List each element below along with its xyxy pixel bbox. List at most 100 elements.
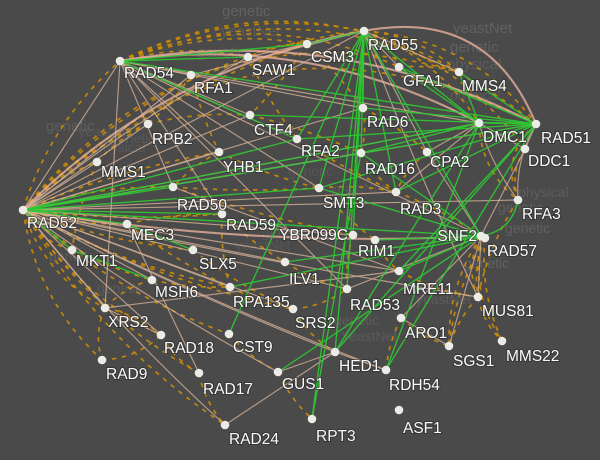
node-label-RAD51[interactable]: RAD51 (540, 129, 592, 148)
node-label-SAW1[interactable]: SAW1 (251, 61, 296, 80)
node-label-MUS81[interactable]: MUS81 (481, 302, 535, 321)
node-label-DDC1[interactable]: DDC1 (527, 152, 571, 171)
node-label-RAD17[interactable]: RAD17 (202, 380, 254, 399)
node-MEC3[interactable] (122, 219, 132, 229)
node-label-CPA2[interactable]: CPA2 (429, 153, 470, 172)
node-label-RAD59[interactable]: RAD59 (225, 216, 277, 235)
node-label-RAD50[interactable]: RAD50 (176, 196, 228, 215)
node-label-SMT3[interactable]: SMT3 (322, 194, 365, 213)
node-MMS4[interactable] (454, 67, 464, 77)
node-CTF4[interactable] (245, 110, 255, 120)
node-label-RAD53[interactable]: RAD53 (349, 296, 401, 315)
node-ILV1[interactable] (280, 257, 290, 267)
node-SRS2[interactable] (288, 304, 298, 314)
node-label-ARO1[interactable]: ARO1 (404, 324, 448, 343)
node-label-RIM1[interactable]: RIM1 (357, 242, 396, 261)
node-label-RAD9[interactable]: RAD9 (105, 365, 148, 384)
node-DMC1[interactable] (474, 118, 484, 128)
node-RPT3[interactable] (307, 414, 317, 424)
node-label-MKT1[interactable]: MKT1 (75, 252, 118, 271)
node-label-RAD16[interactable]: RAD16 (364, 160, 416, 179)
node-label-RAD24[interactable]: RAD24 (228, 430, 280, 449)
node-RAD51[interactable] (531, 119, 541, 129)
node-label-RPB2[interactable]: RPB2 (151, 130, 194, 149)
node-label-MMS1[interactable]: MMS1 (100, 163, 147, 182)
node-label-MMS22[interactable]: MMS22 (505, 347, 560, 366)
node-label-RFA2[interactable]: RFA2 (300, 142, 341, 161)
node-MMS22[interactable] (497, 336, 507, 346)
node-label-YHB1[interactable]: YHB1 (222, 158, 265, 177)
node-MKT1[interactable] (67, 245, 77, 255)
node-label-CST9[interactable]: CST9 (232, 338, 274, 357)
node-RAD54[interactable] (115, 56, 125, 66)
node-label-DMC1[interactable]: DMC1 (482, 128, 528, 147)
node-RPB2[interactable] (143, 119, 153, 129)
node-MUS81[interactable] (473, 292, 483, 302)
node-RIM1[interactable] (370, 235, 380, 245)
node-RFA3[interactable] (513, 195, 523, 205)
node-RAD3[interactable] (391, 187, 401, 197)
node-label-RDH54[interactable]: RDH54 (388, 376, 441, 395)
node-RAD59[interactable] (217, 209, 227, 219)
node-MMS1[interactable] (92, 157, 102, 167)
node-MSH6[interactable] (147, 275, 157, 285)
node-HED1[interactable] (330, 347, 340, 357)
node-XRS2[interactable] (100, 303, 110, 313)
node-label-MRE11[interactable]: MRE11 (402, 280, 455, 299)
node-ASF1[interactable] (394, 405, 404, 415)
node-CSM3[interactable] (302, 39, 312, 49)
node-RAD16[interactable] (356, 148, 366, 158)
node-SGS1[interactable] (444, 341, 454, 351)
node-RAD55[interactable] (359, 26, 369, 36)
node-label-MMS4[interactable]: MMS4 (461, 77, 508, 96)
node-GFA1[interactable] (394, 62, 404, 72)
node-label-RAD57[interactable]: RAD57 (486, 242, 538, 261)
node-label-RAD18[interactable]: RAD18 (163, 339, 215, 358)
node-RPA135[interactable] (225, 282, 235, 292)
node-RAD17[interactable] (194, 368, 204, 378)
node-RAD18[interactable] (156, 330, 166, 340)
node-label-RAD3[interactable]: RAD3 (399, 200, 442, 219)
node-label-HED1[interactable]: HED1 (338, 357, 381, 376)
node-label-GFA1[interactable]: GFA1 (402, 72, 444, 91)
node-RDH54[interactable] (381, 365, 391, 375)
node-label-RAD6[interactable]: RAD6 (366, 113, 409, 132)
node-label-CTF4[interactable]: CTF4 (253, 121, 294, 140)
node-RAD52[interactable] (18, 205, 28, 215)
node-label-RAD54[interactable]: RAD54 (123, 64, 175, 83)
node-RAD6[interactable] (358, 103, 368, 113)
node-label-SGS1[interactable]: SGS1 (452, 352, 495, 371)
node-label-RFA1[interactable]: RFA1 (193, 79, 234, 98)
node-label-XRS2[interactable]: XRS2 (107, 313, 150, 332)
node-label-RPA135[interactable]: RPA135 (232, 293, 291, 312)
node-label-RAD55[interactable]: RAD55 (367, 36, 419, 55)
node-RAD50[interactable] (168, 182, 178, 192)
node-label-CSM3[interactable]: CSM3 (310, 48, 355, 67)
node-DDC1[interactable] (520, 144, 530, 154)
node-SMT3[interactable] (314, 183, 324, 193)
node-CST9[interactable] (224, 329, 234, 339)
node-label-RFA3[interactable]: RFA3 (521, 205, 562, 224)
node-label-SNF2[interactable]: SNF2 (436, 227, 478, 246)
node-RAD57[interactable] (480, 233, 490, 243)
node-label-MSH6[interactable]: MSH6 (154, 283, 199, 302)
node-RFA1[interactable] (186, 70, 196, 80)
node-label-SLX5[interactable]: SLX5 (198, 255, 238, 274)
node-CPA2[interactable] (422, 147, 432, 157)
node-ARO1[interactable] (396, 313, 406, 323)
node-label-YBR099C[interactable]: YBR099C (278, 226, 349, 245)
node-MRE11[interactable] (394, 266, 404, 276)
node-SLX5[interactable] (188, 245, 198, 255)
node-label-SRS2[interactable]: SRS2 (294, 314, 337, 333)
node-label-ILV1[interactable]: ILV1 (288, 270, 321, 289)
node-label-RPT3[interactable]: RPT3 (315, 427, 357, 446)
node-RAD53[interactable] (342, 284, 352, 294)
node-GUS1[interactable] (273, 367, 283, 377)
node-label-GUS1[interactable]: GUS1 (281, 375, 325, 394)
node-YBR099C[interactable] (348, 230, 358, 240)
node-YHB1[interactable] (214, 147, 224, 157)
node-RFA2[interactable] (292, 134, 302, 144)
node-label-ASF1[interactable]: ASF1 (402, 419, 443, 438)
